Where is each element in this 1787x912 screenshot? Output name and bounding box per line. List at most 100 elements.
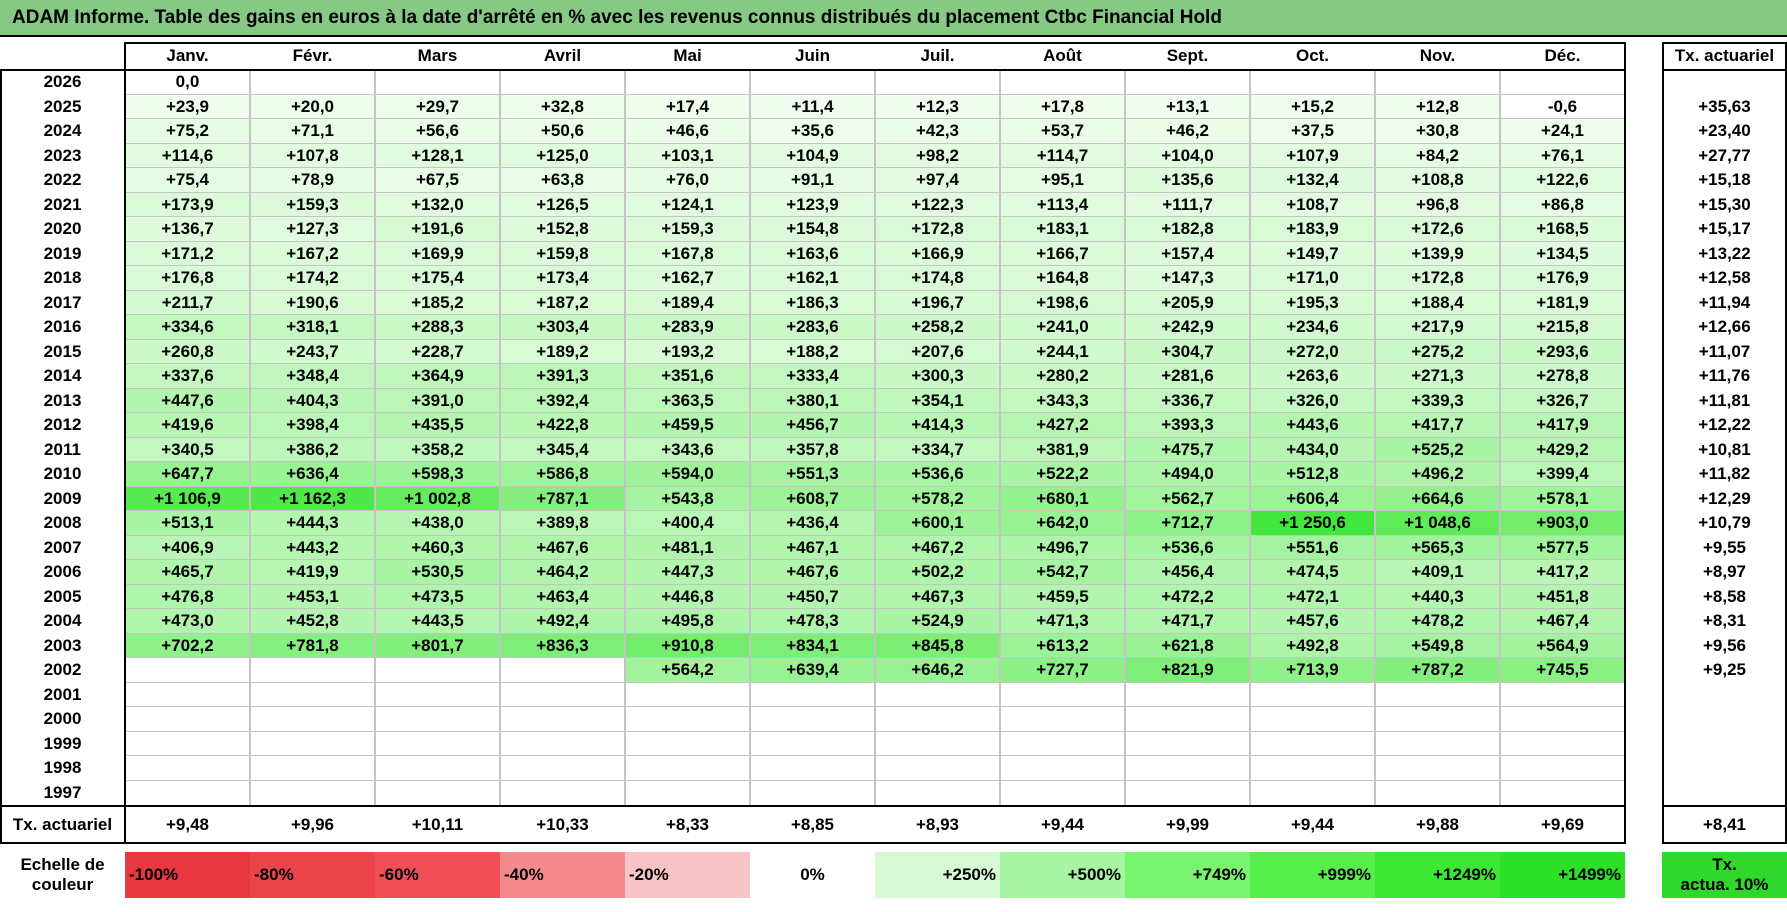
value-cell [1125, 780, 1250, 805]
scale-swatch: +500% [1000, 852, 1125, 898]
value-cell [250, 682, 375, 707]
value-cell: +113,4 [1000, 192, 1125, 217]
month-header: Mai [673, 46, 702, 65]
value-cell [250, 756, 375, 781]
value-cell: +63,8 [500, 168, 625, 193]
value-cell: +13,1 [1125, 94, 1250, 119]
footer-value: +8,93 [915, 814, 959, 834]
value-cell: +168,5 [1500, 217, 1625, 242]
value-cell: +467,6 [750, 560, 875, 585]
value-cell: +176,8 [125, 266, 250, 291]
year-label: 2008 [43, 513, 82, 533]
value-cell [1000, 707, 1125, 732]
value-cell [1000, 780, 1125, 805]
rate-cell [1662, 707, 1787, 732]
value-cell: +647,7 [125, 462, 250, 487]
value-cell: +474,5 [1250, 560, 1375, 585]
value-cell: +549,8 [1375, 633, 1500, 658]
value-cell: +391,3 [500, 364, 625, 389]
value-cell: +173,4 [500, 266, 625, 291]
value-cell: +280,2 [1000, 364, 1125, 389]
value-cell [1250, 780, 1375, 805]
month-header: Févr. [292, 46, 333, 65]
value-cell: +422,8 [500, 413, 625, 438]
value-cell: +53,7 [1000, 119, 1125, 144]
value-cell [625, 780, 750, 805]
scale-swatch: +1499% [1500, 852, 1625, 898]
grid-line [125, 118, 1625, 119]
value-cell: +190,6 [250, 290, 375, 315]
value-cell [1250, 70, 1375, 95]
value-cell [375, 707, 500, 732]
value-cell [375, 682, 500, 707]
value-cell: +530,5 [375, 560, 500, 585]
value-cell: +606,4 [1250, 486, 1375, 511]
month-header: Nov. [1419, 46, 1456, 65]
value-cell [625, 731, 750, 756]
value-cell: +75,4 [125, 168, 250, 193]
year-label: 2006 [43, 562, 82, 582]
value-cell: 0,0 [125, 70, 250, 95]
scale-swatch: -80% [250, 852, 375, 898]
value-cell: +343,6 [625, 437, 750, 462]
value-cell: +492,4 [500, 609, 625, 634]
value-cell: +340,5 [125, 437, 250, 462]
footer-value: +10,11 [411, 814, 464, 834]
scale-swatch: 0% [750, 852, 875, 898]
rate-cell: +27,77 [1698, 145, 1751, 165]
value-cell: +393,3 [1125, 413, 1250, 438]
year-label: 2007 [43, 537, 82, 557]
value-cell: +128,1 [375, 143, 500, 168]
value-cell: +275,2 [1375, 339, 1500, 364]
value-cell: +578,1 [1500, 486, 1625, 511]
value-cell: +834,1 [750, 633, 875, 658]
value-cell: +162,7 [625, 266, 750, 291]
value-cell: +164,8 [1000, 266, 1125, 291]
value-cell: +334,6 [125, 315, 250, 340]
rate-cell: +9,56 [1702, 635, 1746, 655]
grid-line [125, 681, 1625, 683]
grid-line [125, 755, 1625, 756]
rate-cell: +12,29 [1698, 488, 1751, 508]
year-label: 1999 [43, 733, 82, 753]
value-cell: +836,3 [500, 633, 625, 658]
rate-cell: +11,81 [1698, 390, 1751, 410]
value-cell: +46,6 [625, 119, 750, 144]
value-cell: +444,3 [250, 511, 375, 536]
value-cell [1375, 780, 1500, 805]
value-cell [500, 780, 625, 805]
value-cell: +134,5 [1500, 241, 1625, 266]
value-cell: +642,0 [1000, 511, 1125, 536]
scale-swatch: +749% [1125, 852, 1250, 898]
value-cell [1500, 780, 1625, 805]
value-cell [500, 707, 625, 732]
value-cell: +821,9 [1125, 658, 1250, 683]
value-cell: +30,8 [1375, 119, 1500, 144]
value-cell: +97,4 [875, 168, 1000, 193]
grid-line [874, 70, 876, 805]
value-cell: +621,8 [1125, 633, 1250, 658]
value-cell: +244,1 [1000, 339, 1125, 364]
value-cell: +467,4 [1500, 609, 1625, 634]
value-cell: +453,1 [250, 584, 375, 609]
value-cell: +386,2 [250, 437, 375, 462]
value-cell: +481,1 [625, 535, 750, 560]
value-cell: +78,9 [250, 168, 375, 193]
value-cell [1000, 70, 1125, 95]
value-cell: +496,7 [1000, 535, 1125, 560]
value-cell: +495,8 [625, 609, 750, 634]
value-cell: +76,0 [625, 168, 750, 193]
year-label: 2025 [43, 96, 82, 116]
value-cell: +42,3 [875, 119, 1000, 144]
grid-line [1624, 42, 1626, 844]
value-cell: +447,3 [625, 560, 750, 585]
rate-cell [1662, 732, 1787, 757]
value-cell: +443,5 [375, 609, 500, 634]
month-header: Janv. [166, 46, 209, 65]
year-label: 1997 [43, 782, 82, 802]
value-cell: +434,0 [1250, 437, 1375, 462]
rate-header: Tx. actuariel [1674, 46, 1775, 65]
value-cell [1000, 756, 1125, 781]
value-cell: +781,8 [250, 633, 375, 658]
value-cell: +300,3 [875, 364, 1000, 389]
